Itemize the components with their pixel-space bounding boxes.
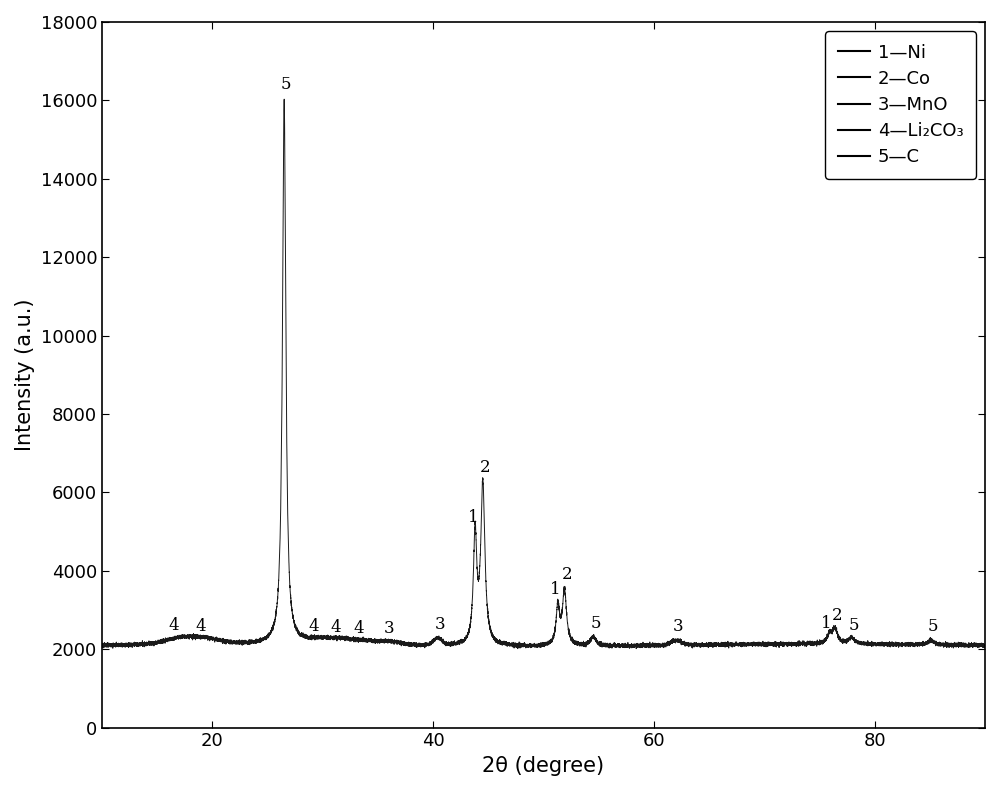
Text: 2: 2 [832,607,842,624]
Text: 4: 4 [331,619,341,636]
Text: 1: 1 [821,615,831,631]
Text: 2: 2 [480,459,491,476]
Text: 4: 4 [309,619,319,635]
Text: 4: 4 [195,618,206,634]
Text: 3: 3 [384,620,394,638]
Text: 2: 2 [562,566,573,583]
X-axis label: 2θ (degree): 2θ (degree) [482,756,605,776]
Text: 4: 4 [354,620,365,637]
Y-axis label: Intensity (a.u.): Intensity (a.u.) [15,298,35,451]
Text: 4: 4 [168,617,179,634]
Text: 5: 5 [848,617,859,634]
Text: 5: 5 [281,76,292,93]
Text: 3: 3 [434,615,445,633]
Text: 1: 1 [550,581,561,598]
Text: 5: 5 [928,618,938,635]
Text: 1: 1 [468,509,478,526]
Text: 5: 5 [590,615,601,631]
Text: 3: 3 [673,618,683,635]
Legend: 1—Ni, 2—Co, 3—MnO, 4—Li₂CO₃, 5—C: 1—Ni, 2—Co, 3—MnO, 4—Li₂CO₃, 5—C [825,31,976,179]
